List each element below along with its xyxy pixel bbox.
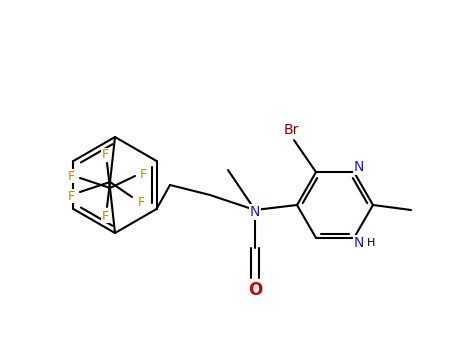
Text: N: N [250,205,260,219]
Text: F: F [137,196,145,210]
Text: F: F [101,210,109,223]
Text: Br: Br [283,123,298,137]
Text: F: F [101,148,109,161]
Text: O: O [248,281,262,299]
Text: H: H [367,238,375,248]
Text: F: F [67,169,75,182]
Text: F: F [67,189,75,203]
Text: F: F [139,168,147,181]
Text: N: N [354,160,364,174]
Text: N: N [354,236,364,250]
